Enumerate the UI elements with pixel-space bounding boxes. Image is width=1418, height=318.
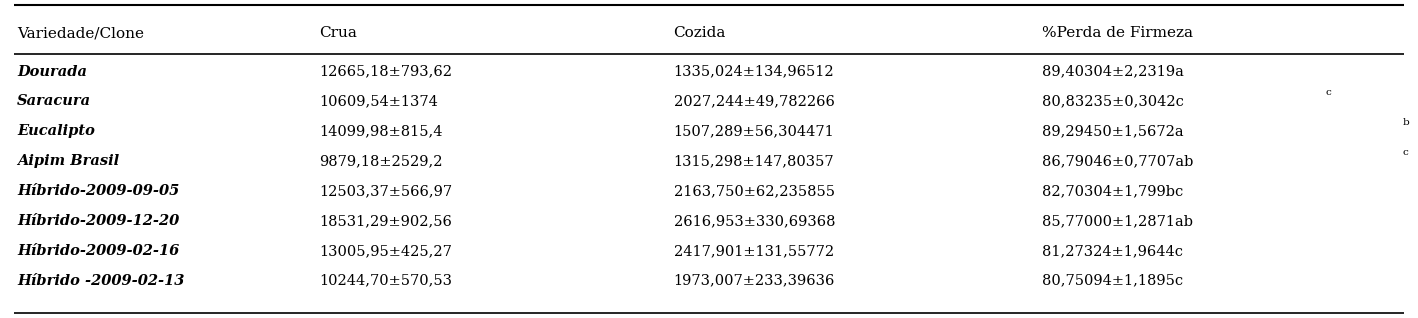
Text: 1973,007±233,39636: 1973,007±233,39636	[674, 274, 835, 288]
Text: 18531,29±902,56: 18531,29±902,56	[319, 214, 452, 228]
Text: 2417,901±131,55772: 2417,901±131,55772	[674, 244, 834, 258]
Text: 85,77000±1,2871ab: 85,77000±1,2871ab	[1042, 214, 1193, 228]
Text: 14099,98±815,4: 14099,98±815,4	[319, 124, 442, 138]
Text: 2027,244±49,782266: 2027,244±49,782266	[674, 94, 834, 108]
Text: 1507,289±56,304471: 1507,289±56,304471	[674, 124, 834, 138]
Text: Crua: Crua	[319, 26, 357, 40]
Text: 80,83235±0,3042c: 80,83235±0,3042c	[1042, 94, 1184, 108]
Text: Dourada: Dourada	[17, 65, 86, 79]
Text: 81,27324±1,9644c: 81,27324±1,9644c	[1042, 244, 1183, 258]
Text: Híbrido-2009-02-16: Híbrido-2009-02-16	[17, 244, 179, 258]
Text: 89,29450±1,5672a: 89,29450±1,5672a	[1042, 124, 1184, 138]
Text: c: c	[1402, 148, 1408, 157]
Text: 86,79046±0,7707ab: 86,79046±0,7707ab	[1042, 154, 1194, 168]
Text: 10244,70±570,53: 10244,70±570,53	[319, 274, 452, 288]
Text: 12665,18±793,62: 12665,18±793,62	[319, 65, 452, 79]
Text: 1335,024±134,96512: 1335,024±134,96512	[674, 65, 834, 79]
Text: 80,75094±1,1895c: 80,75094±1,1895c	[1042, 274, 1184, 288]
Text: 10609,54±1374: 10609,54±1374	[319, 94, 438, 108]
Text: 9879,18±2529,2: 9879,18±2529,2	[319, 154, 442, 168]
Text: 12503,37±566,97: 12503,37±566,97	[319, 184, 452, 198]
Text: Híbrido -2009-02-13: Híbrido -2009-02-13	[17, 274, 184, 288]
Text: Híbrido-2009-12-20: Híbrido-2009-12-20	[17, 214, 179, 228]
Text: %Perda de Firmeza: %Perda de Firmeza	[1042, 26, 1193, 40]
Text: 2616,953±330,69368: 2616,953±330,69368	[674, 214, 835, 228]
Text: c: c	[1326, 88, 1332, 97]
Text: Cozida: Cozida	[674, 26, 726, 40]
Text: 13005,95±425,27: 13005,95±425,27	[319, 244, 452, 258]
Text: 1315,298±147,80357: 1315,298±147,80357	[674, 154, 834, 168]
Text: 2163,750±62,235855: 2163,750±62,235855	[674, 184, 835, 198]
Text: Aipim Brasil: Aipim Brasil	[17, 154, 119, 168]
Text: 82,70304±1,799bc: 82,70304±1,799bc	[1042, 184, 1184, 198]
Text: Híbrido-2009-09-05: Híbrido-2009-09-05	[17, 184, 179, 198]
Text: Eucalipto: Eucalipto	[17, 124, 95, 138]
Text: 89,40304±2,2319a: 89,40304±2,2319a	[1042, 65, 1184, 79]
Text: b: b	[1402, 118, 1409, 127]
Text: Saracura: Saracura	[17, 94, 91, 108]
Text: Variedade/Clone: Variedade/Clone	[17, 26, 145, 40]
